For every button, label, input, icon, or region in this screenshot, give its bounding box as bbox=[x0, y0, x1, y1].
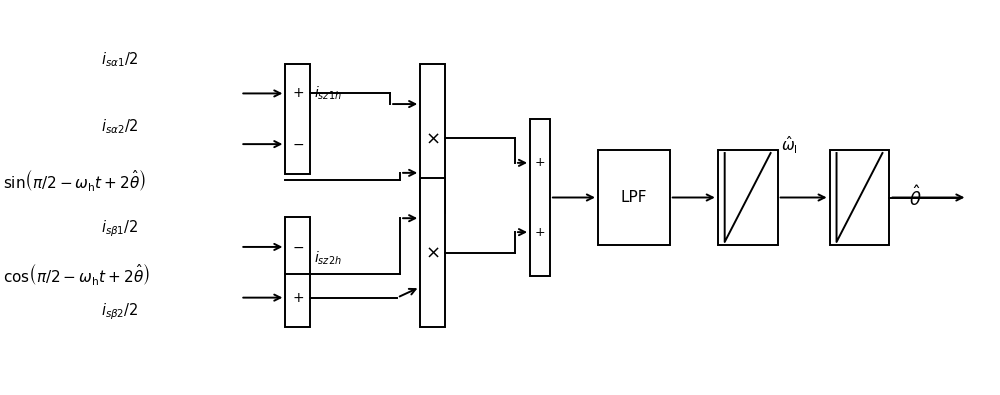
Text: $i_{s\beta 2}/2$: $i_{s\beta 2}/2$ bbox=[101, 301, 138, 322]
Bar bbox=[830, 150, 889, 245]
Text: $+$: $+$ bbox=[292, 291, 304, 305]
Text: $\hat{\theta}$: $\hat{\theta}$ bbox=[909, 185, 922, 210]
Text: $+$: $+$ bbox=[534, 156, 546, 169]
Bar bbox=[718, 150, 778, 245]
Text: $i_{sz1h}$: $i_{sz1h}$ bbox=[314, 85, 342, 102]
Text: $+$: $+$ bbox=[534, 226, 546, 239]
Text: $i_{sz2h}$: $i_{sz2h}$ bbox=[314, 249, 342, 267]
Text: LPF: LPF bbox=[621, 190, 647, 205]
Text: $-$: $-$ bbox=[292, 240, 304, 254]
Text: $\times$: $\times$ bbox=[425, 130, 440, 147]
Text: $i_{s\beta 1}/2$: $i_{s\beta 1}/2$ bbox=[101, 219, 138, 239]
Bar bbox=[285, 217, 310, 327]
Bar bbox=[420, 178, 445, 327]
Bar bbox=[285, 64, 310, 174]
Text: $\sin\!\left(\pi/2-\omega_{\rm h}t+2\hat{\theta}\right)$: $\sin\!\left(\pi/2-\omega_{\rm h}t+2\hat… bbox=[3, 167, 146, 193]
Bar bbox=[598, 150, 670, 245]
Text: $\times$: $\times$ bbox=[425, 244, 440, 261]
Text: $i_{s\alpha 2}/2$: $i_{s\alpha 2}/2$ bbox=[101, 117, 138, 136]
Text: $+$: $+$ bbox=[292, 87, 304, 100]
Text: $-$: $-$ bbox=[292, 137, 304, 151]
Bar bbox=[530, 119, 550, 276]
Bar bbox=[420, 64, 445, 213]
Text: $\hat{\omega}_{\rm l}$: $\hat{\omega}_{\rm l}$ bbox=[781, 135, 798, 156]
Text: $i_{s\alpha 1}/2$: $i_{s\alpha 1}/2$ bbox=[101, 51, 138, 69]
Text: $\cos\!\left(\pi/2-\omega_{\rm h}t+2\hat{\theta}\right)$: $\cos\!\left(\pi/2-\omega_{\rm h}t+2\hat… bbox=[3, 261, 150, 287]
